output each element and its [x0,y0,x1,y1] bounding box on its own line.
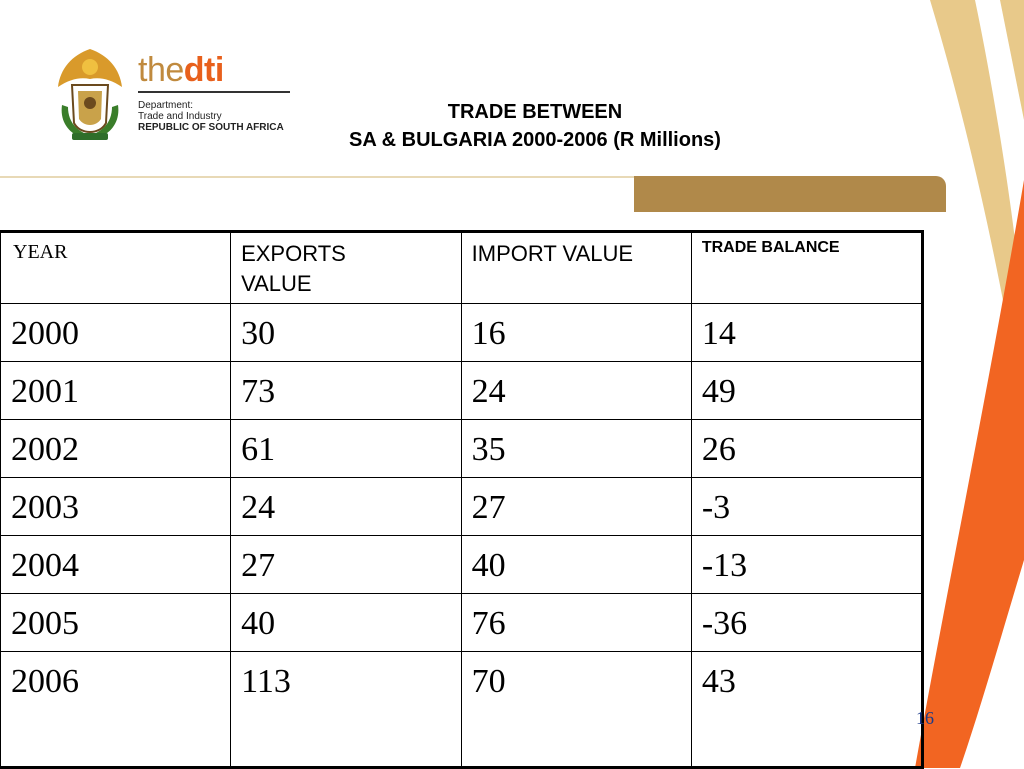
cell-exports: 24 [230,477,462,536]
cell-year: 2001 [0,361,232,420]
table-row: 2004 27 40 -13 [0,535,924,594]
header-divider [0,176,936,178]
cell-exports: 73 [230,361,462,420]
cell-year: 2005 [0,593,232,652]
dept-line-1: Department: [138,100,194,111]
light-gold-swoosh [930,0,1024,420]
cell-year: 2002 [0,419,232,478]
gold-header-bar [634,176,946,212]
dept-line-3: REPUBLIC OF SOUTH AFRICA [138,122,284,133]
cell-imports: 16 [460,303,692,362]
cell-year: 2000 [0,303,232,362]
orange-swoosh [915,180,1024,768]
cell-balance: 43 [690,651,924,768]
table-row: 2001 73 24 49 [0,361,924,420]
department-text: Department: Trade and Industry REPUBLIC … [138,100,284,133]
cell-imports: 40 [460,535,692,594]
cell-year: 2003 [0,477,232,536]
table-row: 2000 30 16 14 [0,303,924,362]
page-number: 16 [916,708,934,728]
cell-balance: 26 [690,419,924,478]
table-row: 2006 113 70 43 [0,651,924,768]
cell-exports: 40 [230,593,462,652]
gold-corner-swoosh [1000,0,1024,120]
cell-year: 2004 [0,535,232,594]
brand-dti: dti [183,51,225,89]
cell-balance: -13 [690,535,924,594]
table-row: 2003 24 27 -3 [0,477,924,536]
cell-balance: 14 [690,303,924,362]
dept-line-2: Trade and Industry [138,111,222,122]
dti-logo: thedti Department: Trade and Industry RE… [50,45,300,155]
table-row: 2005 40 76 -36 [0,593,924,652]
header-exports: EXPORTS VALUE [230,231,462,304]
cell-imports: 27 [460,477,692,536]
cell-exports: 30 [230,303,462,362]
cell-exports: 61 [230,419,462,478]
table-header-row: YEAR EXPORTS VALUE IMPORT VALUE TRADE BA… [0,231,924,304]
header-imports: IMPORT VALUE [460,231,692,304]
coat-of-arms-icon [58,49,122,140]
table-row: 2002 61 35 26 [0,419,924,478]
cell-imports: 35 [460,419,692,478]
cell-exports: 113 [230,651,462,768]
header-year: YEAR [0,231,232,304]
cell-imports: 70 [460,651,692,768]
cell-balance: -36 [690,593,924,652]
cell-exports: 27 [230,535,462,594]
title-line-2: SA & BULGARIA 2000-2006 (R Millions) [349,129,721,151]
brand-wordmark: thedti [138,53,224,87]
cell-year: 2006 [0,651,232,768]
cell-imports: 24 [460,361,692,420]
header-trade-balance: TRADE BALANCE [690,231,924,304]
cell-balance: -3 [690,477,924,536]
slide-title: TRADE BETWEEN SA & BULGARIA 2000-2006 (R… [300,98,770,154]
title-line-1: TRADE BETWEEN [447,101,623,123]
brand-the: the [138,51,184,89]
brand-rule [138,91,290,93]
trade-table: YEAR EXPORTS VALUE IMPORT VALUE TRADE BA… [0,230,924,769]
cell-imports: 76 [460,593,692,652]
cell-balance: 49 [690,361,924,420]
